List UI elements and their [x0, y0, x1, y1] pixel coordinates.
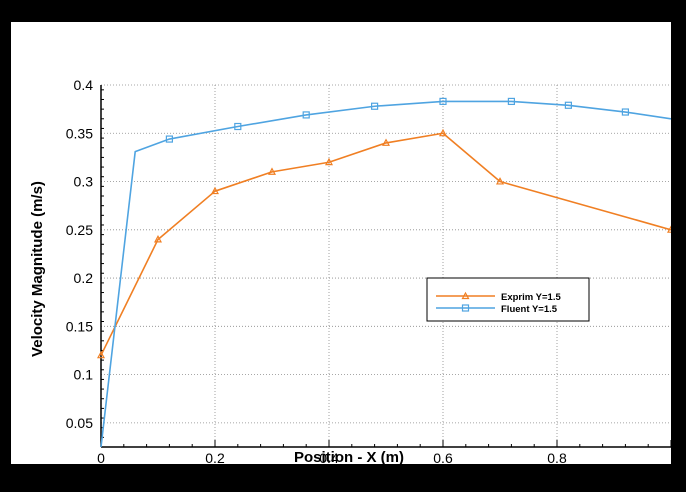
- data-point-triangle: [666, 225, 671, 233]
- data-point-square: [507, 97, 515, 106]
- data-point-triangle: [381, 138, 391, 146]
- y-axis-label: Velocity Magnitude (m/s): [29, 181, 46, 357]
- y-tick-label: 0.05: [66, 415, 93, 431]
- y-tick-label: 0.3: [74, 174, 94, 190]
- x-tick-label: 0.2: [205, 450, 225, 464]
- data-point-triangle: [267, 167, 277, 175]
- line-chart: 0.05 0.1 0.15 0.2 0.25 0.3 0.35 0.4 0 0.2 0.4 0.6 0.…: [29, 77, 671, 464]
- series-line-fluent: [100, 100, 671, 448]
- series-line-exprim: [100, 132, 671, 356]
- chart-panel: 0.05 0.1 0.15 0.2 0.25 0.3 0.35 0.4 0 0.2 0.4 0.6 0.…: [11, 22, 671, 464]
- legend-box: [426, 277, 590, 322]
- legend-marker-square-icon: [461, 304, 470, 312]
- data-point-triangle: [438, 128, 448, 137]
- data-point-triangle: [495, 177, 505, 185]
- x-tick-label: 0.4: [319, 450, 339, 464]
- series-group: [96, 97, 671, 448]
- y-tick-label: 0.35: [66, 125, 93, 141]
- y-tick-label: 0.1: [74, 367, 94, 383]
- data-point-square: [234, 122, 242, 131]
- legend-label-exprim: Exprim Y=1.5: [501, 292, 561, 303]
- data-point-triangle: [153, 234, 163, 243]
- data-point-square: [371, 102, 379, 110]
- legend-marker-triangle-icon: [461, 291, 470, 300]
- x-tick-label: 0.8: [547, 450, 567, 464]
- tick-labels: 0.05 0.1 0.15 0.2 0.25 0.3 0.35 0.4 0 0.2 0.4 0.6 0.…: [66, 77, 567, 464]
- data-point-triangle: [96, 350, 106, 359]
- x-axis-label: Position - X (m): [294, 449, 404, 464]
- data-point-square: [439, 97, 447, 106]
- data-point-square: [302, 111, 310, 119]
- data-point-triangle: [210, 186, 220, 195]
- y-tick-label: 0.25: [66, 222, 93, 238]
- x-tick-label: 0.6: [433, 450, 453, 464]
- data-point-square: [564, 101, 573, 109]
- x-tick-label: 0: [97, 450, 105, 464]
- data-point-triangle: [324, 157, 334, 166]
- legend-label-fluent: Fluent Y=1.5: [501, 304, 558, 315]
- y-tick-label: 0.2: [74, 270, 94, 286]
- data-point-square: [621, 108, 630, 116]
- y-tick-label: 0.4: [74, 77, 94, 93]
- legend: Exprim Y=1.5 Fluent Y=1.5: [426, 277, 590, 322]
- data-point-square: [165, 135, 173, 143]
- y-tick-label: 0.15: [66, 318, 93, 334]
